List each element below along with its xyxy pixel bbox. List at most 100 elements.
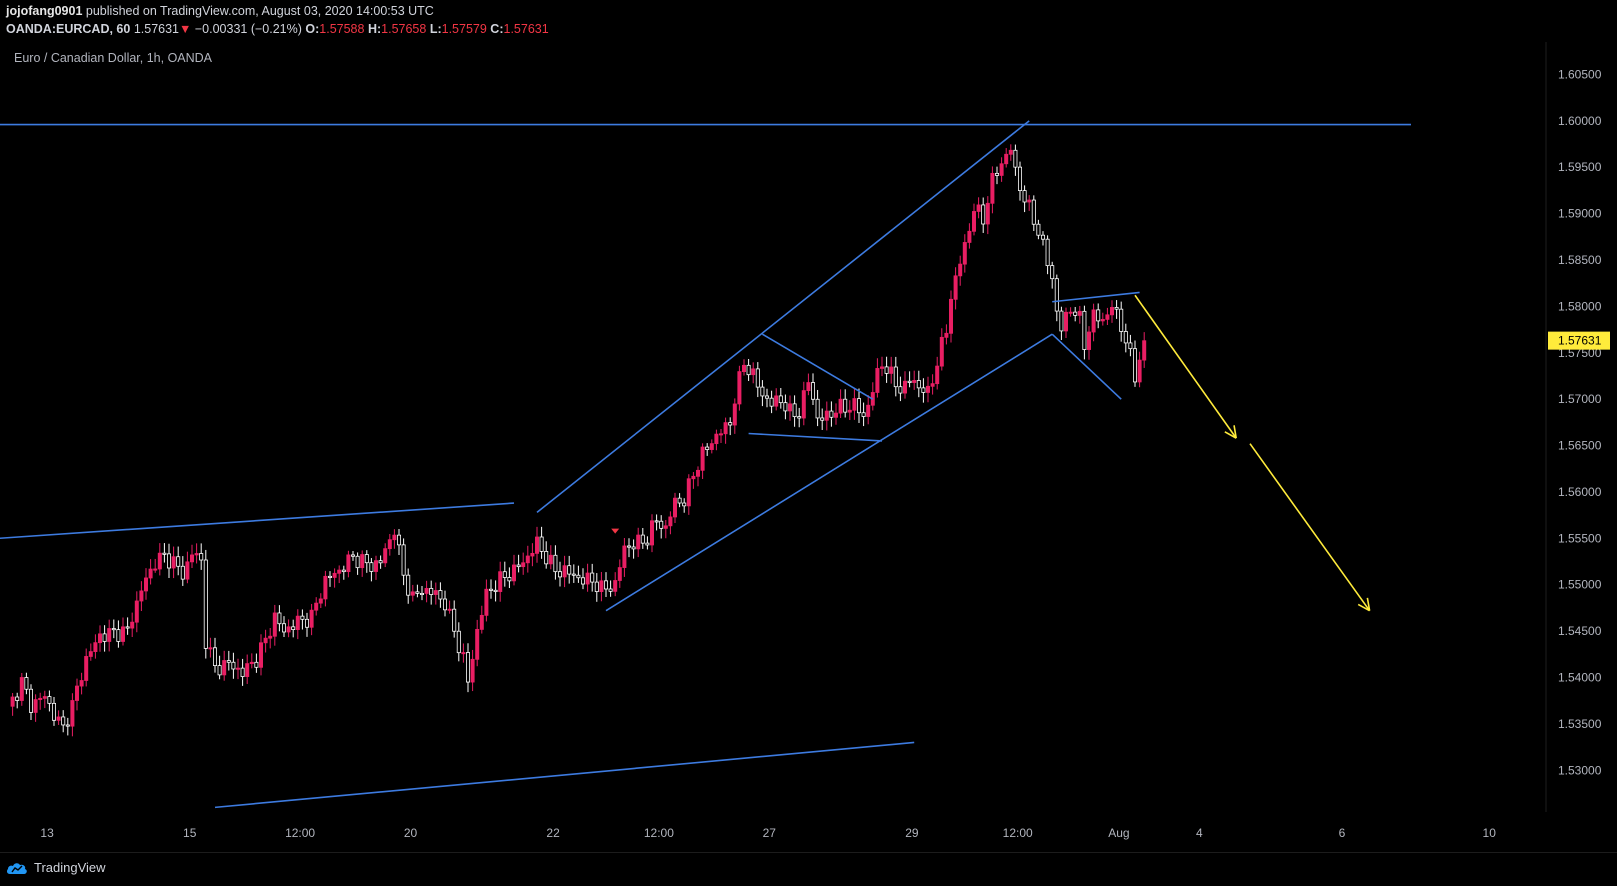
candle-body	[346, 554, 351, 573]
candle-body	[829, 410, 834, 418]
candle-body	[452, 608, 457, 632]
candle-body	[682, 502, 687, 507]
open-label: O:	[305, 22, 320, 36]
candle-body	[834, 412, 839, 418]
candle-body	[1142, 340, 1147, 361]
candle-body	[1137, 359, 1142, 383]
candle-body	[866, 404, 871, 417]
candle-body	[217, 665, 222, 676]
candle-body	[498, 571, 503, 592]
candle-body	[484, 588, 489, 616]
candle-body	[176, 556, 181, 567]
candle-body	[364, 554, 369, 564]
candle-body	[861, 412, 866, 417]
candle-body	[1022, 190, 1027, 203]
candle-body	[728, 422, 733, 426]
candle-body	[843, 398, 848, 413]
flag-upper	[761, 333, 874, 400]
candle-body	[226, 660, 231, 663]
channel-lower	[605, 333, 1053, 612]
candle-body	[654, 520, 659, 523]
candle-body	[314, 602, 319, 611]
candle-body	[323, 575, 328, 600]
candle-body	[585, 572, 590, 585]
candle-body	[926, 385, 931, 393]
candle-body	[1114, 307, 1119, 310]
arrow-head	[1366, 597, 1371, 611]
candle-body	[521, 562, 526, 568]
candle-body	[916, 380, 921, 389]
candle-body	[1119, 308, 1124, 332]
down-arrow-icon: ▼	[179, 22, 192, 36]
candle-body	[801, 390, 806, 419]
candle-body	[470, 658, 475, 683]
candle-body	[898, 386, 903, 394]
candle-body	[272, 612, 277, 637]
candle-body	[98, 633, 103, 644]
time-tick-label: 13	[40, 826, 54, 840]
price-tick-label: 1.58500	[1558, 253, 1602, 267]
candle-body	[33, 699, 38, 713]
candle-body	[369, 562, 374, 572]
candle-body	[465, 652, 470, 683]
candle-body	[125, 626, 130, 629]
time-tick-label: 4	[1196, 826, 1203, 840]
candle-body	[732, 403, 737, 426]
arrow-head	[1357, 603, 1370, 612]
candle-body	[461, 652, 466, 655]
arrow-head	[1224, 431, 1237, 439]
price-tick-label: 1.58000	[1558, 299, 1602, 313]
candle-body	[1096, 309, 1101, 322]
candle-body	[70, 700, 75, 727]
candle-body	[300, 615, 305, 620]
candle-body	[737, 371, 742, 405]
candle-body	[19, 677, 24, 701]
candle-body	[231, 661, 236, 670]
candle-body	[1110, 307, 1115, 316]
candle-body	[222, 660, 227, 676]
candle-body	[235, 667, 240, 670]
candle-body	[493, 589, 498, 592]
candle-body	[429, 588, 434, 595]
candle-body	[111, 628, 116, 631]
candle-body	[875, 368, 880, 393]
candle-body	[696, 469, 701, 477]
candle-body	[571, 573, 576, 576]
candle-body	[1100, 318, 1105, 322]
candle-body	[659, 520, 664, 529]
price-chart[interactable]: Euro / Canadian Dollar, 1h, OANDA 1.6050…	[0, 42, 1617, 852]
chart-header: jojofang0901 published on TradingView.co…	[0, 0, 1617, 42]
author-name[interactable]: jojofang0901	[6, 4, 83, 18]
candle-body	[258, 642, 263, 668]
candle-body	[180, 565, 185, 580]
candle-body	[604, 580, 609, 590]
candle-body	[208, 647, 213, 650]
candle-body	[1036, 223, 1041, 236]
time-axis[interactable]: 13 15 12:00 20 22 12:00 27 29 12:00 Aug 4 6 10	[40, 826, 1496, 840]
candle-body	[516, 564, 521, 568]
candle-body	[774, 395, 779, 407]
candle-body	[263, 637, 268, 644]
candle-body	[475, 628, 480, 660]
tradingview-logo[interactable]: TradingView	[6, 860, 106, 875]
candle-body	[815, 398, 820, 419]
candle-body	[811, 382, 816, 400]
price-change: −0.00331 (−0.21%)	[194, 22, 302, 36]
candle-body	[631, 546, 636, 550]
candle-body	[304, 618, 309, 628]
candle-body	[378, 560, 383, 564]
candle-body	[65, 724, 70, 727]
symbol-label[interactable]: OANDA:EURCAD, 60	[6, 22, 131, 36]
trendlines-layer	[0, 120, 1411, 809]
candle-body	[530, 552, 535, 557]
candle-body	[268, 635, 273, 639]
candle-body	[1059, 310, 1064, 332]
candle-body	[166, 553, 171, 569]
candle-body	[852, 398, 857, 411]
candle-body	[332, 572, 337, 578]
candle-body	[102, 633, 107, 642]
candle-body	[456, 630, 461, 654]
price-axis[interactable]: 1.60500 1.60000 1.59500 1.59000 1.58500 1.580…	[1548, 67, 1610, 777]
candle-body	[88, 651, 93, 657]
time-tick-label: 12:00	[285, 826, 315, 840]
